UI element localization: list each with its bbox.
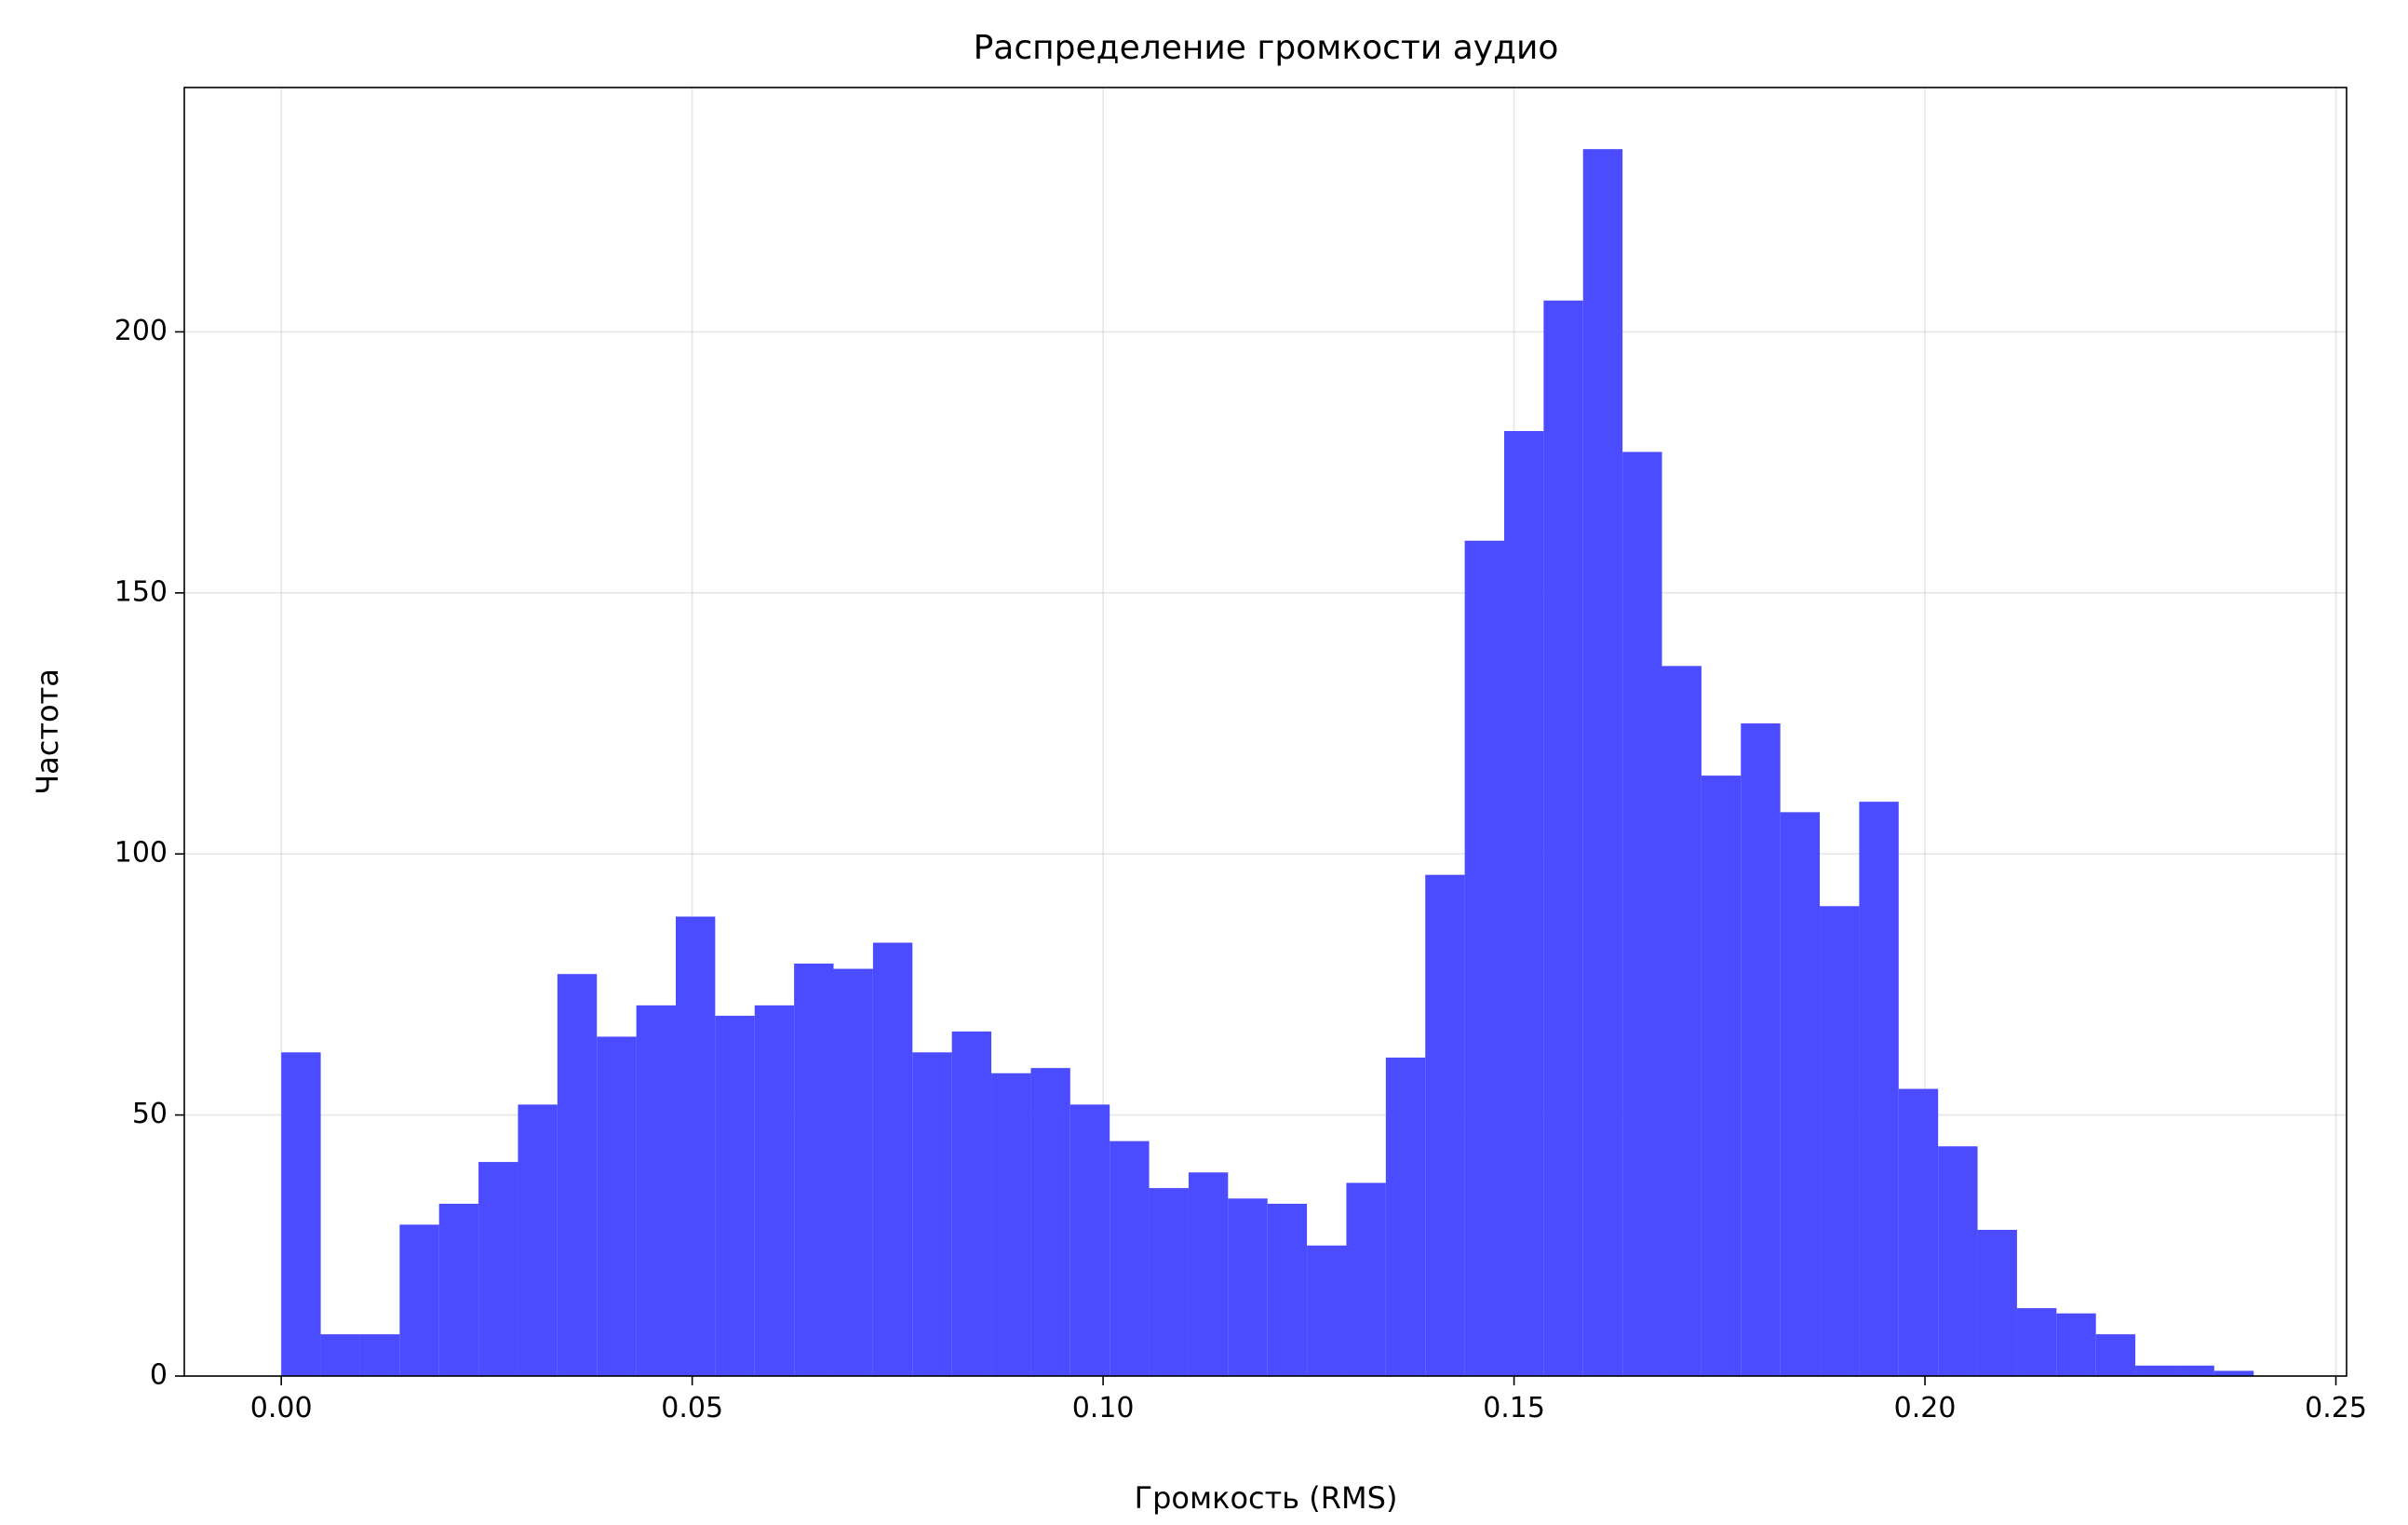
bar <box>1385 1057 1426 1376</box>
bar <box>2135 1365 2175 1376</box>
bar <box>2174 1365 2214 1376</box>
bar <box>1149 1188 1189 1376</box>
bar <box>715 1016 755 1376</box>
y-tick-label: 200 <box>114 315 168 347</box>
bar <box>438 1203 479 1376</box>
bar <box>518 1104 558 1376</box>
bar <box>2095 1334 2136 1376</box>
bar <box>1543 300 1583 1377</box>
bar <box>557 974 598 1376</box>
y-axis-label: Частота <box>30 668 65 795</box>
x-axis-label: Громкость (RMS) <box>1135 1480 1398 1516</box>
bar <box>1267 1203 1308 1376</box>
chart-title: Распределение громкости аудио <box>974 29 1559 67</box>
x-tick-label: 0.05 <box>661 1392 723 1424</box>
bar <box>912 1052 952 1376</box>
bar <box>1110 1140 1150 1376</box>
bar <box>478 1162 518 1376</box>
y-tick-label: 150 <box>114 575 168 608</box>
bar <box>2016 1308 2057 1376</box>
bar <box>1425 874 1465 1376</box>
bar <box>991 1073 1031 1376</box>
bar <box>1030 1068 1070 1376</box>
x-tick-label: 0.10 <box>1072 1392 1135 1424</box>
x-tick-label: 0.20 <box>1894 1392 1957 1424</box>
bar <box>1780 812 1821 1376</box>
bar <box>1938 1146 1978 1376</box>
x-tick-label: 0.15 <box>1483 1392 1545 1424</box>
bar <box>794 963 834 1376</box>
bar <box>951 1031 992 1376</box>
y-tick-label: 100 <box>114 837 168 870</box>
bar <box>1820 906 1860 1376</box>
plot-frame <box>183 87 2347 1377</box>
y-tick-label: 50 <box>132 1098 168 1130</box>
bar <box>1503 430 1544 1376</box>
x-tick-label: 0.00 <box>250 1392 313 1424</box>
bar <box>597 1036 637 1376</box>
bar <box>1346 1182 1386 1376</box>
bar <box>872 942 913 1376</box>
bar <box>675 916 716 1376</box>
bar <box>1228 1198 1268 1376</box>
bar <box>2213 1370 2254 1376</box>
bar <box>1977 1229 2017 1376</box>
y-tick-label: 0 <box>150 1359 168 1392</box>
bar <box>1622 452 1662 1377</box>
x-tick-label: 0.25 <box>2305 1392 2367 1424</box>
bar <box>1741 723 1781 1376</box>
bar <box>399 1224 439 1376</box>
bar <box>833 968 873 1376</box>
bar <box>320 1334 360 1376</box>
bar <box>754 1005 795 1376</box>
bar <box>1307 1245 1347 1376</box>
bar <box>1582 149 1623 1377</box>
bar <box>1069 1104 1110 1376</box>
bar <box>1701 776 1742 1376</box>
bar <box>281 1052 321 1376</box>
bar <box>1464 540 1504 1376</box>
bar <box>1859 802 1899 1376</box>
bar <box>1898 1088 1939 1376</box>
bar <box>1188 1172 1229 1376</box>
bar <box>359 1334 400 1376</box>
bar <box>2056 1313 2096 1376</box>
bar <box>636 1005 676 1376</box>
bar <box>1661 666 1702 1376</box>
